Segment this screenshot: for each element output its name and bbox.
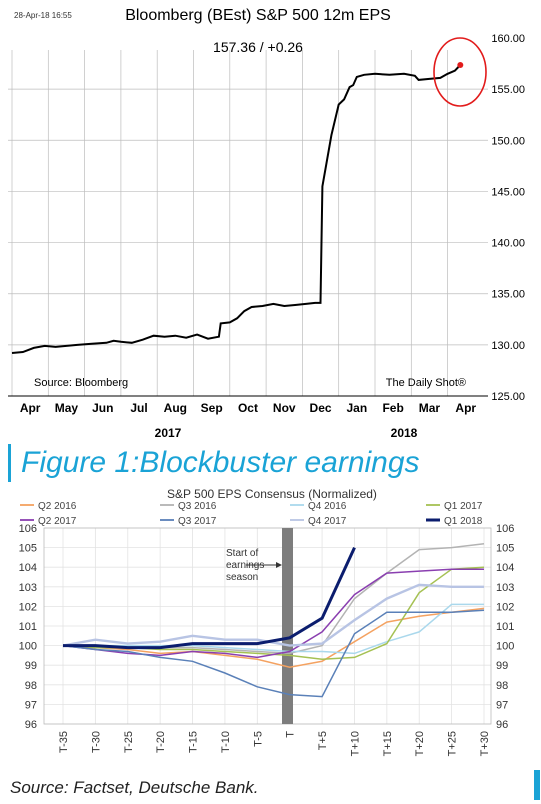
legend-label: Q3 2016 (178, 501, 217, 512)
y-tick-label-right: 105 (496, 543, 514, 555)
legend-label: Q3 2017 (178, 516, 217, 527)
year-label-2018: 2018 (391, 426, 418, 440)
source-footer: Source: Factset, Deutsche Bank. (10, 778, 259, 797)
series-line-q4-2017 (62, 583, 484, 647)
corner-accent (534, 770, 540, 800)
earnings-season-bar (282, 528, 293, 724)
series-line-q2-2016 (62, 607, 485, 668)
x-tick-label: Mar (419, 401, 441, 415)
y-tick-label-right: 103 (496, 582, 514, 594)
legend-label: Q2 2016 (38, 501, 77, 512)
x-tick-label: T-15 (188, 731, 200, 753)
y-tick-label-right: 100 (496, 641, 514, 653)
eps-series-line (11, 64, 462, 354)
series-line-q3-2016 (62, 542, 485, 655)
y-tick-label: 160.00 (491, 33, 525, 45)
legend-label: Q1 2017 (444, 501, 483, 512)
y-tick-label-left: 105 (19, 543, 37, 555)
y-tick-label-right: 104 (496, 562, 514, 574)
y-tick-label-left: 103 (19, 582, 37, 594)
x-tick-label: Jun (92, 401, 113, 415)
x-tick-label: T-30 (90, 731, 102, 753)
x-tick-label: T-35 (58, 731, 70, 753)
highlight-circle (433, 37, 487, 107)
x-tick-label: Aug (164, 401, 187, 415)
consensus-chart-title: S&P 500 EPS Consensus (Normalized) (167, 487, 377, 501)
y-tick-label: 145.00 (491, 186, 525, 198)
y-tick-label-right: 99 (496, 660, 508, 672)
series-line-q4-2016 (63, 603, 484, 655)
y-tick-label-right: 96 (496, 719, 508, 731)
y-tick-label-left: 98 (25, 680, 37, 692)
latest-value-dot (457, 62, 464, 69)
x-tick-label: T-10 (220, 731, 232, 753)
legend-label: Q1 2018 (444, 516, 483, 527)
x-tick-label: T+20 (414, 731, 426, 756)
legend-label: Q4 2017 (308, 516, 347, 527)
chart-subtitle: 157.36 / +0.26 (213, 39, 303, 55)
y-tick-label-right: 102 (496, 601, 514, 613)
y-tick-label-right: 106 (496, 523, 514, 535)
x-tick-label: Jan (347, 401, 368, 415)
chart-title: Bloomberg (BEst) S&P 500 12m EPS (125, 7, 391, 24)
y-tick-label: 150.00 (491, 135, 525, 147)
series-line-q2-2017 (62, 568, 484, 659)
x-tick-label: T-25 (123, 731, 135, 753)
y-tick-label-left: 100 (19, 641, 37, 653)
x-tick-label: Nov (273, 401, 296, 415)
x-tick-label: Apr (455, 401, 476, 415)
series-line-q1-2018 (63, 546, 356, 650)
y-tick-label: 135.00 (491, 289, 525, 301)
y-tick-label-left: 99 (25, 660, 37, 672)
legend-label: Q4 2016 (308, 501, 347, 512)
x-tick-label: T-5 (252, 731, 264, 747)
x-tick-label: Dec (310, 401, 332, 415)
y-tick-label-left: 101 (19, 621, 37, 633)
x-tick-label: Apr (20, 401, 41, 415)
x-tick-label: Jul (130, 401, 147, 415)
y-tick-label-left: 104 (19, 562, 37, 574)
x-tick-label: T (285, 731, 297, 738)
credit-note: The Daily Shot® (386, 377, 466, 389)
y-tick-label: 130.00 (491, 340, 525, 352)
x-tick-label: T+30 (479, 731, 491, 756)
x-tick-label: Oct (238, 401, 258, 415)
x-tick-label: May (55, 401, 79, 415)
figure-heading: Figure 1:Blockbuster earnings (8, 444, 420, 482)
series-line-q3-2017 (62, 609, 485, 698)
x-tick-label: T+15 (382, 731, 394, 756)
y-tick-label-left: 97 (25, 699, 37, 711)
bloomberg-eps-chart: 28-Apr-18 16:55 Bloomberg (BEst) S&P 500… (8, 7, 525, 440)
legend-label: Q2 2017 (38, 516, 77, 527)
y-tick-label: 125.00 (491, 391, 525, 403)
x-tick-label: Sep (201, 401, 223, 415)
source-note: Source: Bloomberg (34, 377, 128, 389)
y-tick-label-right: 101 (496, 621, 514, 633)
year-label-2017: 2017 (155, 426, 182, 440)
x-tick-label: T-20 (155, 731, 167, 753)
annotation-arrowhead (276, 562, 282, 568)
plot-frame (43, 527, 492, 725)
chart-date-stamp: 28-Apr-18 16:55 (14, 11, 72, 20)
y-tick-label-left: 102 (19, 601, 37, 613)
y-tick-label-left: 96 (25, 719, 37, 731)
eps-consensus-chart: S&P 500 EPS Consensus (Normalized) Q2 20… (19, 487, 515, 756)
y-tick-label-left: 106 (19, 523, 37, 535)
x-tick-label: T+25 (447, 731, 459, 756)
y-tick-label: 140.00 (491, 238, 525, 250)
x-tick-label: T+5 (317, 731, 329, 750)
x-tick-label: Feb (382, 401, 403, 415)
y-tick-label-right: 98 (496, 680, 508, 692)
x-tick-label: T+10 (349, 731, 361, 756)
annotation-text: Start of earnings season (226, 548, 264, 583)
y-tick-label-right: 97 (496, 699, 508, 711)
y-tick-label: 155.00 (491, 84, 525, 96)
